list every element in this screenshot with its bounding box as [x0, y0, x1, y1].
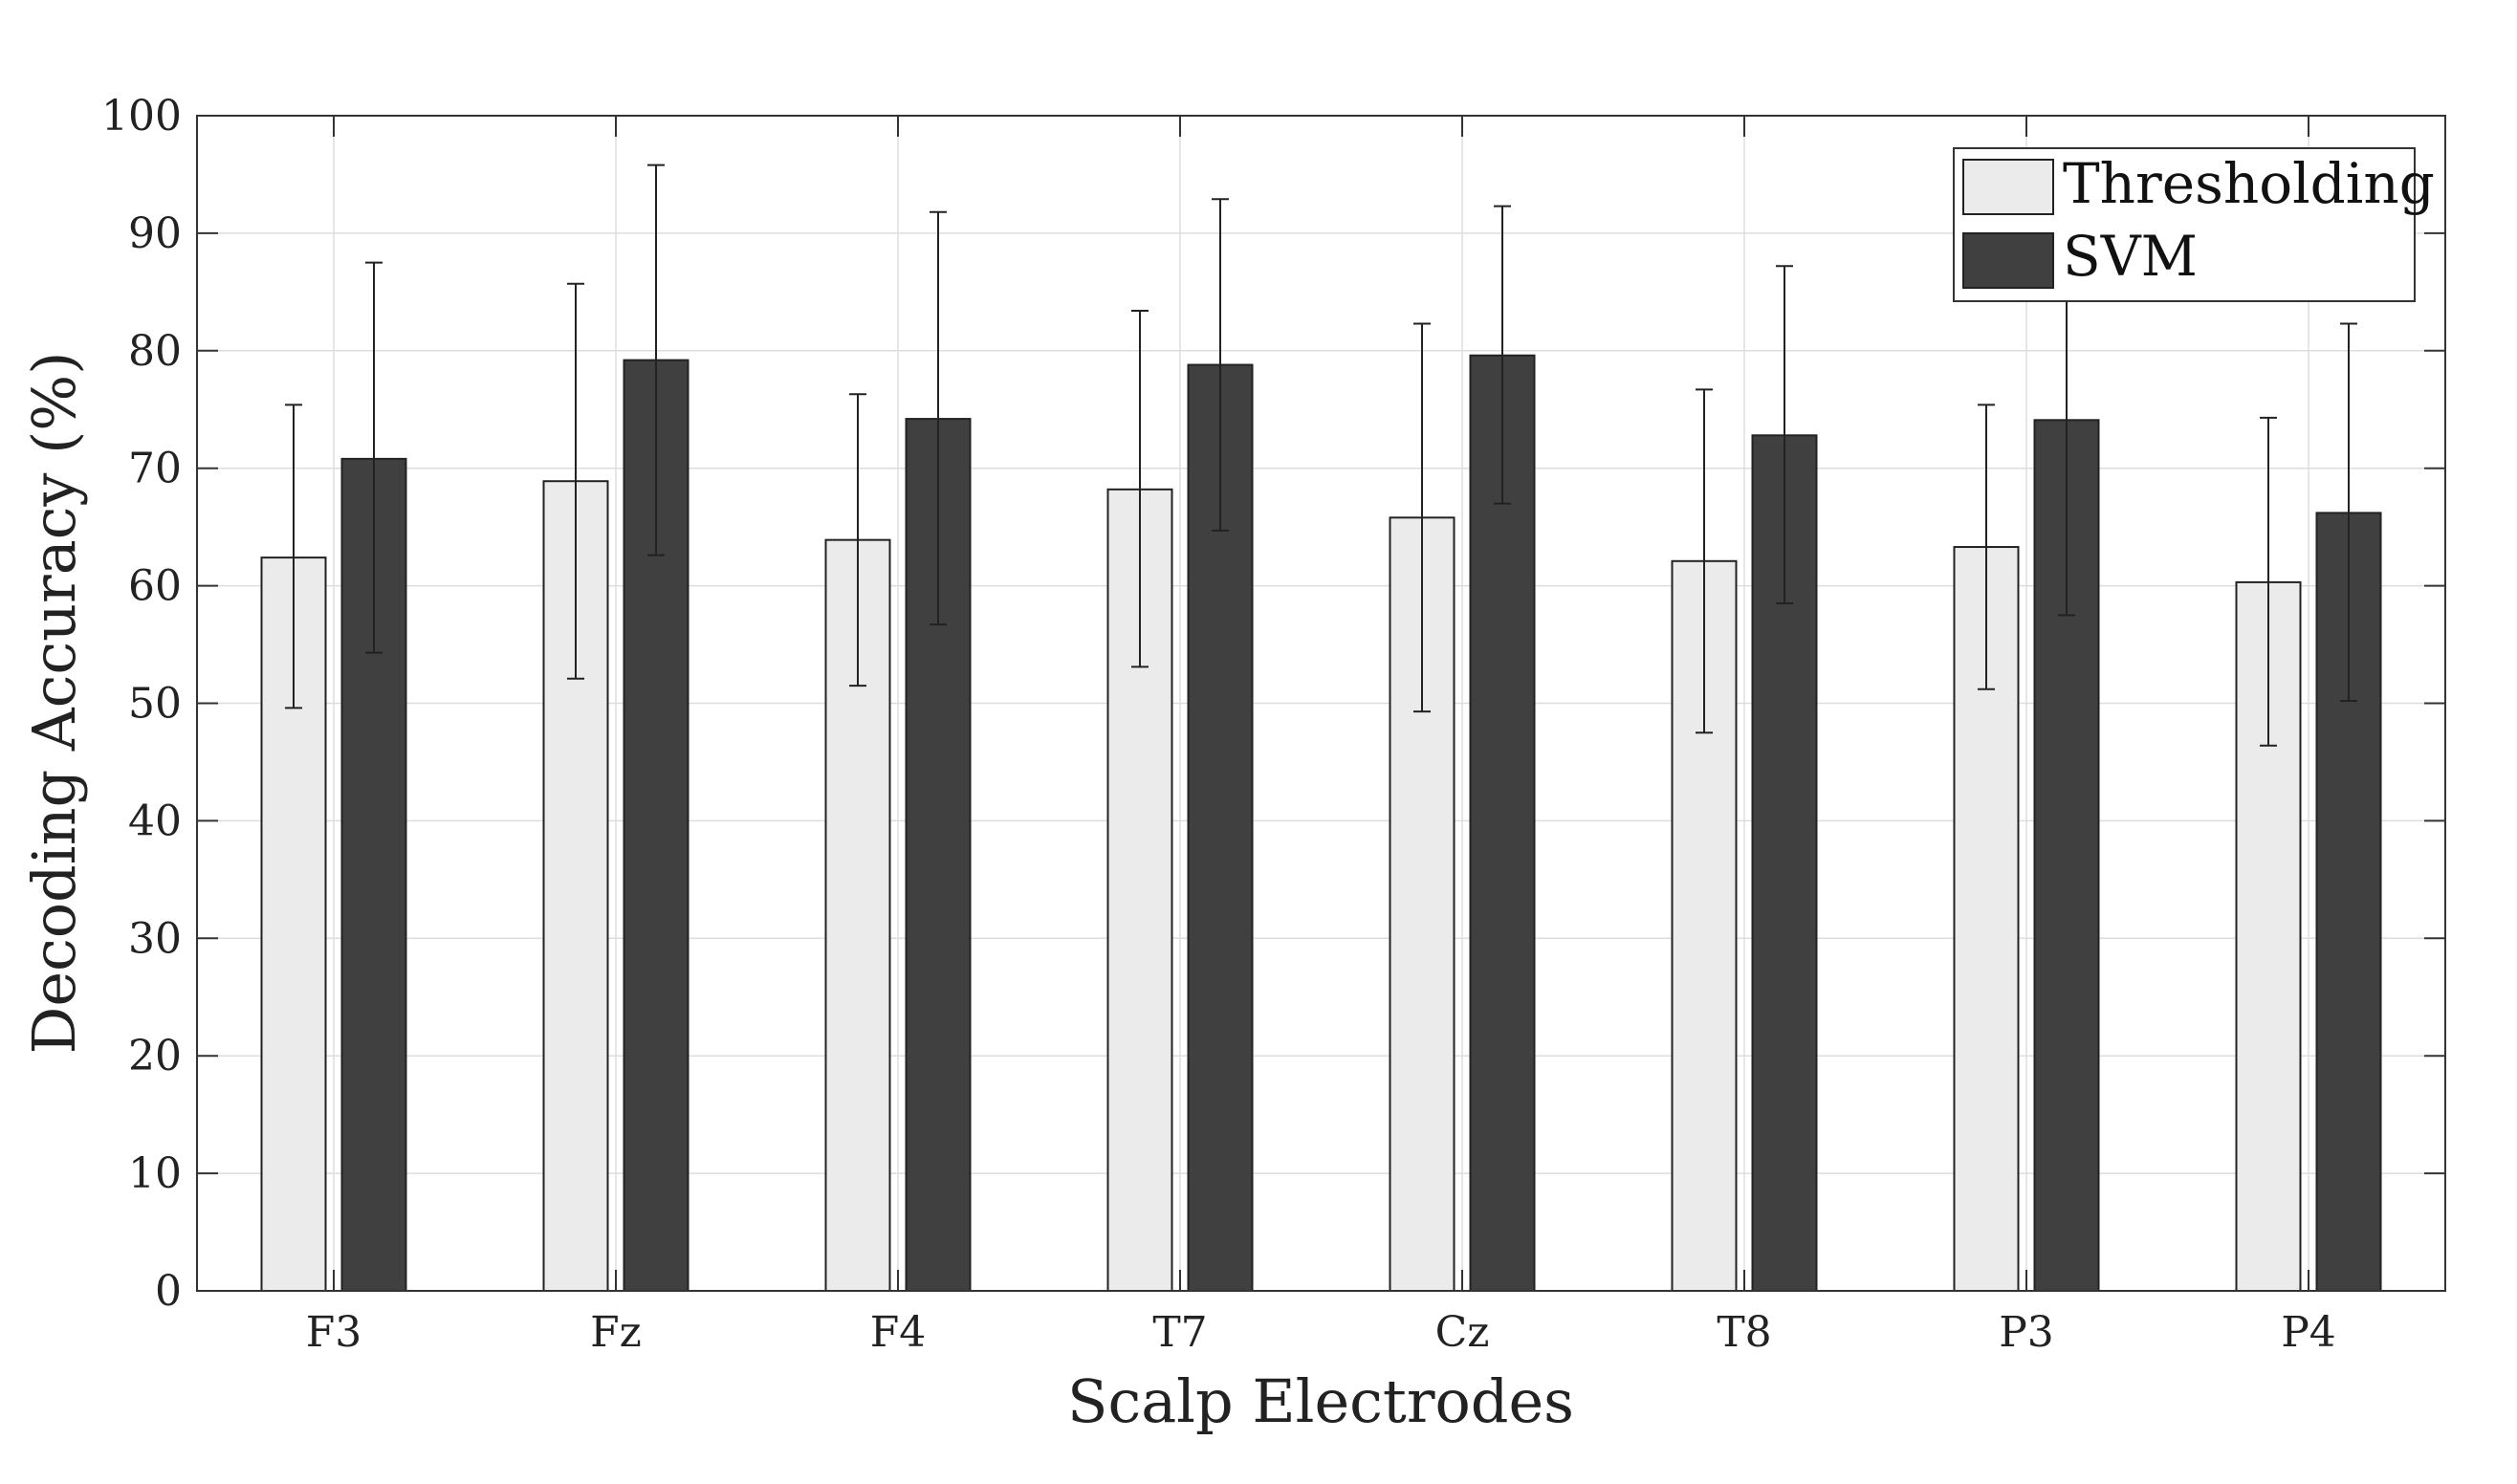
x-tick-label: T7: [1152, 1308, 1207, 1357]
axis-ticks: [197, 115, 2445, 1292]
y-tick-label: 40: [128, 797, 182, 845]
x-tick-label: F3: [306, 1308, 362, 1357]
y-tick-label: 60: [128, 562, 182, 611]
x-tick-labels: F3 Fz F4 T7 Cz T8 P3 P4: [306, 1308, 2336, 1357]
legend-swatch-svm: [1962, 232, 2054, 289]
y-tick-labels: 0 10 20 30 40 50 60 70 80 90 100: [101, 92, 182, 1316]
x-tick-label: P4: [2281, 1308, 2336, 1357]
x-tick-label: Cz: [1435, 1308, 1490, 1357]
x-tick-label: T8: [1717, 1308, 1771, 1357]
y-tick-label: 30: [128, 914, 182, 963]
legend-label-thresholding: Thresholding: [2063, 151, 2435, 216]
bar-svm: [1469, 354, 1536, 1292]
legend-swatch-thresholding: [1962, 159, 2054, 215]
legend: Thresholding SVM: [1953, 147, 2435, 302]
x-tick-label: P3: [1999, 1308, 2054, 1357]
y-axis-title: Decoding Accuracy (%): [19, 352, 89, 1055]
legend-label-svm: SVM: [2063, 224, 2198, 289]
y-tick-label: 80: [128, 327, 182, 376]
error-bars: [285, 164, 2357, 747]
x-tick-label: Fz: [590, 1308, 642, 1357]
y-tick-label: 50: [128, 680, 182, 729]
y-tick-label: 0: [155, 1267, 182, 1316]
y-tick-label: 70: [128, 445, 182, 493]
y-tick-label: 100: [101, 92, 182, 141]
y-tick-label: 20: [128, 1032, 182, 1080]
y-tick-label: 90: [128, 209, 182, 258]
y-tick-label: 10: [128, 1149, 182, 1198]
x-tick-label: F4: [870, 1308, 927, 1357]
bars: [260, 354, 2382, 1293]
x-axis-title: Scalp Electrodes: [1067, 1366, 1574, 1436]
